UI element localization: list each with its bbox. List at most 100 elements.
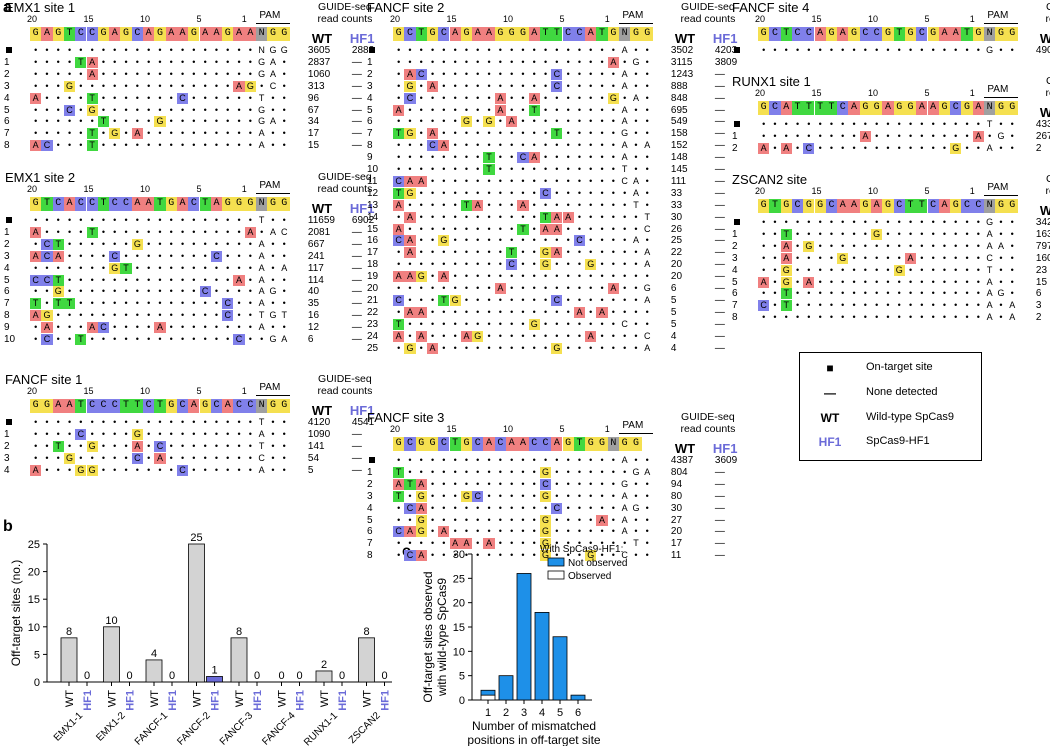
- mismatch-base: G: [258, 56, 266, 67]
- mismatch-base: T: [780, 288, 792, 300]
- match-dot: •: [908, 142, 913, 153]
- match-dot: •: [158, 226, 162, 237]
- match-dot: •: [90, 298, 94, 309]
- match-dot: •: [214, 286, 219, 297]
- x-tick-label: 2: [503, 707, 509, 719]
- offtarget-row: A • A • C • • • • • • • • • • • • G • • A • •: [758, 142, 1018, 154]
- match-dot: •: [453, 152, 457, 163]
- match-dot: •: [397, 152, 401, 163]
- match-dot: •: [124, 215, 128, 225]
- match-dot: •: [453, 68, 457, 79]
- match-dot: •: [453, 175, 457, 186]
- match-dot: •: [226, 452, 230, 463]
- nucleotide: G: [30, 197, 42, 211]
- wt-read-count: 1060: [307, 68, 331, 80]
- hf1-read-count: —: [351, 128, 362, 140]
- match-dot: •: [158, 45, 162, 55]
- match-dot: •: [226, 417, 230, 427]
- nucleotide: C: [120, 197, 132, 211]
- match-dot: •: [487, 283, 491, 293]
- match-dot: •: [532, 538, 536, 549]
- match-dot: •: [453, 550, 457, 561]
- mismatch-base: A: [632, 187, 639, 198]
- nucleotide: A: [506, 437, 518, 451]
- match-dot: •: [600, 45, 604, 55]
- nucleotide: A: [131, 197, 143, 211]
- match-dot: •: [282, 238, 286, 249]
- match-dot: •: [67, 128, 72, 139]
- nucleotide: T: [154, 399, 166, 413]
- match-dot: •: [976, 119, 980, 129]
- match-dot: •: [510, 526, 514, 537]
- match-dot: •: [841, 228, 845, 239]
- mismatch-base: T: [621, 164, 628, 174]
- wt-read-count: 2081: [307, 226, 331, 238]
- hf1-read-count: 6902: [351, 215, 375, 226]
- position-number: 5: [559, 14, 565, 24]
- wt-read-count: 160: [1035, 252, 1050, 264]
- match-dot: •: [611, 342, 615, 353]
- match-dot: •: [920, 45, 924, 55]
- match-dot: •: [566, 294, 570, 305]
- match-dot: •: [67, 310, 72, 321]
- mismatch-base: G: [258, 68, 266, 79]
- match-dot: •: [498, 526, 502, 537]
- match-dot: •: [56, 215, 60, 225]
- row-number: 5: [732, 276, 738, 288]
- match-dot: •: [67, 45, 72, 55]
- match-dot: •: [577, 211, 582, 222]
- match-dot: •: [442, 199, 446, 210]
- match-dot: •: [124, 238, 128, 249]
- match-dot: •: [453, 116, 457, 127]
- match-dot: •: [192, 310, 196, 321]
- match-dot: •: [577, 466, 582, 477]
- row-number: 6: [732, 288, 738, 300]
- mismatch-base: A: [803, 276, 815, 288]
- match-dot: •: [442, 56, 446, 67]
- site-title: FANCF site 1: [5, 372, 83, 387]
- match-dot: •: [589, 502, 593, 513]
- nucleotide: C: [871, 27, 883, 41]
- mismatch-base: T: [52, 274, 64, 286]
- series-label-hf1: HF1: [295, 690, 307, 711]
- mismatch-base: A: [30, 226, 42, 238]
- match-dot: •: [408, 538, 412, 549]
- match-dot: •: [45, 452, 49, 463]
- match-dot: •: [147, 322, 151, 333]
- mismatch-base: G: [438, 235, 450, 247]
- match-dot: •: [589, 104, 593, 115]
- mismatch-base: A: [859, 130, 871, 142]
- match-dot: •: [897, 142, 901, 153]
- offtarget-row: • • • • • • • • T • • C A • • • • • • • A • •: [393, 152, 653, 164]
- y-tick-label: 0: [459, 695, 465, 707]
- mismatch-base: A: [30, 310, 42, 322]
- match-dot: •: [510, 478, 514, 489]
- mismatch-base: G: [950, 142, 962, 154]
- match-dot: •: [841, 264, 845, 275]
- match-dot: •: [79, 140, 83, 151]
- mismatch-base: T: [404, 478, 416, 490]
- hf1-read-count: —: [351, 80, 362, 92]
- pam-label: PAM: [259, 10, 281, 21]
- position-number: 1: [241, 14, 247, 24]
- match-dot: •: [521, 526, 525, 537]
- offtarget-row: • A • • • A C • • • • A • • • • • • • • A • •: [30, 322, 290, 334]
- match-dot: •: [419, 140, 423, 151]
- nucleotide: A: [63, 197, 76, 211]
- match-dot: •: [203, 262, 207, 273]
- mismatch-base: G: [131, 238, 143, 250]
- match-dot: •: [886, 130, 890, 141]
- match-dot: •: [408, 140, 412, 151]
- match-dot: •: [476, 152, 480, 163]
- match-dot: •: [158, 310, 162, 321]
- match-dot: •: [476, 116, 480, 127]
- match-dot: •: [818, 276, 822, 287]
- offtarget-row: T • G • • • G C • • • • • G • • • • • • A • •: [393, 490, 653, 502]
- offtarget-row: • • A • • • • G • • • • • A • • • • • • C • •: [758, 252, 1018, 264]
- match-dot: •: [920, 252, 924, 263]
- match-dot: •: [124, 334, 128, 344]
- x-axis-label-line2: positions in off-target site: [467, 733, 601, 746]
- match-dot: •: [829, 240, 834, 251]
- hf1-read-count: —: [351, 68, 362, 80]
